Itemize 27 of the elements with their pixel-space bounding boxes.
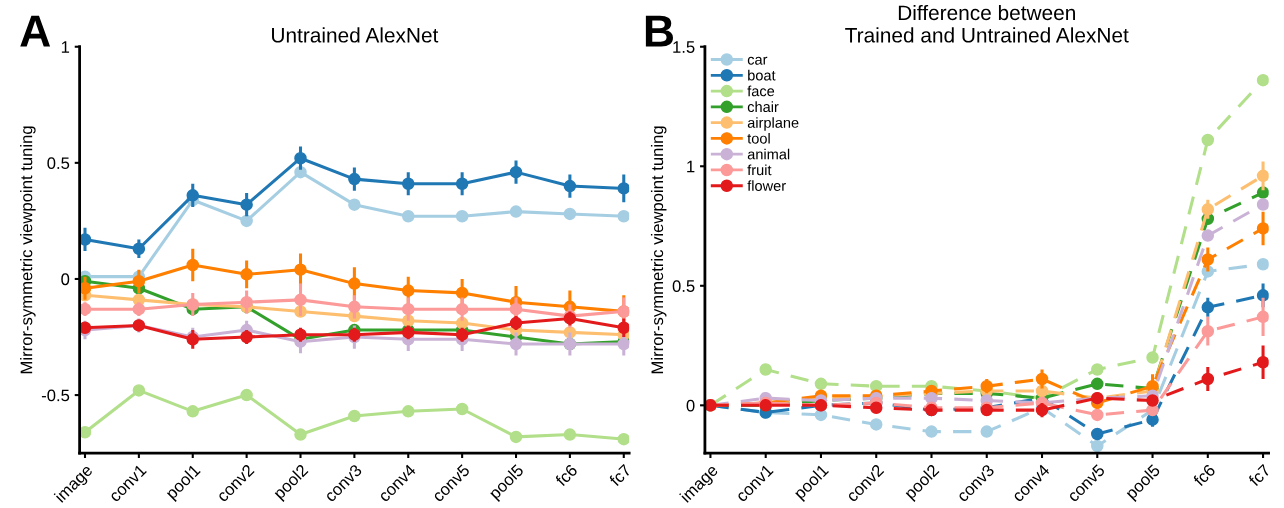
legend-label: airplane: [747, 117, 799, 131]
y-tick-label: 1.5: [673, 41, 695, 53]
legend-label: car: [747, 56, 768, 65]
legend-label: chair: [747, 101, 779, 113]
legend-label: boat: [748, 69, 776, 81]
y-axis-title: Mirror-symmetric viewpoint tuning: [20, 126, 36, 374]
chart-title: Difference between Trained and Untrained AlexNet: [845, 4, 1129, 43]
text: A: [20, 15, 51, 47]
x-tick-label: fc7: [608, 463, 632, 488]
legend-label: flower: [747, 180, 786, 191]
y-tick-label: -0.5: [41, 389, 70, 402]
y-tick-label: 0.5: [47, 157, 70, 170]
legend-label: face: [747, 85, 775, 97]
y-tick-label: 0: [686, 399, 695, 412]
text: B: [645, 15, 673, 47]
legend-label: tool: [747, 132, 770, 144]
chart-title: Untrained AlexNet: [272, 27, 439, 43]
y-tick-label: 1: [61, 41, 70, 53]
x-tick-label: fc6: [554, 463, 579, 488]
legend-label: fruit: [747, 164, 772, 176]
y-tick-label: 0: [61, 273, 70, 286]
x-tick-label: fc7: [1247, 463, 1272, 488]
legend-label: animal: [747, 148, 790, 160]
y-tick-label: 1: [687, 160, 695, 173]
y-tick-label: 0.5: [672, 280, 695, 292]
y-axis-title: Mirror-symmetric viewpoint tuning: [650, 126, 667, 374]
x-tick-label: fc6: [1192, 463, 1216, 488]
